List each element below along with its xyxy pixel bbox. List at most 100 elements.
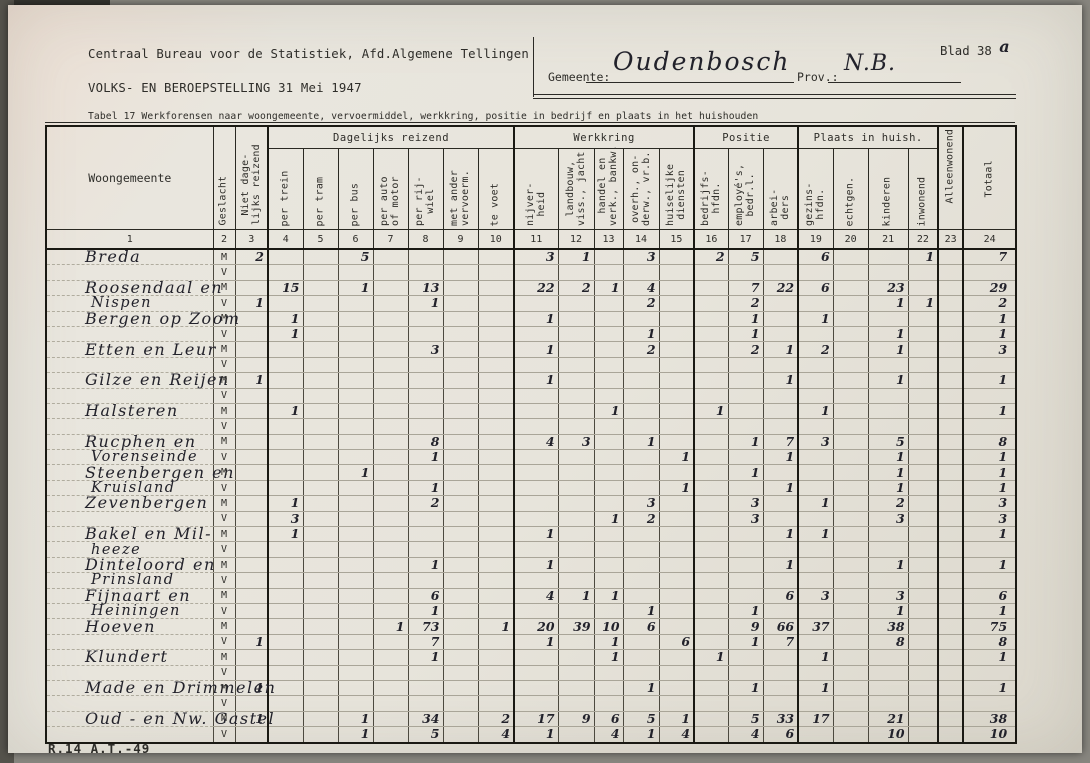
value-cell <box>234 541 268 558</box>
value-cell <box>797 511 834 528</box>
value-cell <box>622 449 660 466</box>
value-cell <box>477 588 515 604</box>
value-cell: 3 <box>513 249 559 266</box>
value-cell <box>513 264 559 281</box>
value-cell <box>267 449 303 466</box>
value-cell: 13 <box>407 280 443 297</box>
col-header-13: handel en verk., bankw. <box>593 145 624 230</box>
value-cell <box>937 726 964 743</box>
municipality-cell: Heiningen <box>46 603 213 620</box>
value-cell: 3 <box>622 495 660 512</box>
value-cell: 1 <box>693 403 729 420</box>
value-cell: 1 <box>622 726 660 743</box>
col-header-totaal: Totaal <box>962 125 1017 230</box>
value-cell: 5 <box>727 711 764 728</box>
value-cell <box>658 649 695 666</box>
value-cell <box>867 526 909 543</box>
value-cell: 1 <box>513 311 559 327</box>
value-cell: 1 <box>407 449 443 466</box>
value-cell <box>477 418 515 435</box>
value-cell: 37 <box>797 618 834 635</box>
value-cell <box>234 449 268 466</box>
value-cell: 1 <box>593 634 624 651</box>
value-cell <box>658 695 695 712</box>
municipality-cell <box>46 695 213 712</box>
value-cell: 8 <box>867 634 909 651</box>
value-cell <box>907 618 939 635</box>
municipality-cell: Zevenbergen <box>46 495 213 512</box>
value-cell <box>867 695 909 712</box>
value-cell <box>693 572 729 589</box>
value-cell <box>797 326 834 343</box>
value-cell <box>658 434 695 451</box>
value-cell <box>477 634 515 651</box>
value-cell: 1 <box>622 326 660 343</box>
table-row: Vorenseinde V 1 1 1 1 1 <box>46 449 1017 466</box>
value-cell <box>477 388 515 404</box>
value-cell <box>234 434 268 451</box>
value-cell: 1 <box>513 557 559 574</box>
value-cell <box>693 526 729 543</box>
value-cell <box>937 649 964 666</box>
sex-cell: V <box>212 572 235 589</box>
value-cell: 1 <box>962 449 1017 466</box>
value-cell <box>832 311 869 327</box>
value-cell <box>234 418 268 435</box>
value-cell: 1 <box>962 480 1017 497</box>
value-cell <box>727 388 764 404</box>
value-cell <box>937 326 964 343</box>
value-cell <box>693 464 729 481</box>
value-cell: 6 <box>762 726 799 743</box>
value-cell: 7 <box>407 634 443 651</box>
value-cell <box>962 665 1017 681</box>
value-cell <box>937 526 964 543</box>
table-row: Halsteren M 1 1 1 1 1 <box>46 402 1017 420</box>
value-cell <box>658 388 695 404</box>
value-cell <box>442 634 478 651</box>
column-label-row: per trein per tram per bus per auto of moto… <box>46 145 1016 230</box>
value-cell <box>907 357 939 374</box>
value-cell <box>622 572 660 589</box>
value-cell <box>727 541 764 558</box>
municipality-cell: Steenbergen en <box>46 464 233 481</box>
value-cell <box>622 634 660 651</box>
value-cell: 38 <box>867 618 909 635</box>
value-cell <box>337 603 373 620</box>
value-cell <box>797 634 834 651</box>
value-cell: 1 <box>593 280 624 297</box>
vertical-label-text: employé's, bedr.l. <box>734 163 756 226</box>
value-cell <box>442 480 478 497</box>
value-cell: 1 <box>962 649 1017 666</box>
value-cell <box>407 541 443 558</box>
value-cell <box>337 649 373 666</box>
value-cell <box>937 634 964 651</box>
value-cell: 1 <box>907 295 939 312</box>
value-cell <box>727 695 764 712</box>
municipality-cell: Etten en Leur <box>46 341 215 358</box>
value-cell: 1 <box>962 557 1017 574</box>
value-cell <box>907 418 939 435</box>
sex-cell: V <box>212 295 235 312</box>
municipality-cell: Bergen op Zoom <box>46 310 239 327</box>
value-cell <box>962 264 1017 281</box>
value-cell <box>442 603 478 620</box>
value-cell: 1 <box>797 403 834 420</box>
value-cell <box>693 665 729 681</box>
value-cell <box>832 403 869 420</box>
value-cell <box>832 372 869 389</box>
value-cell <box>267 264 303 281</box>
value-cell <box>267 603 303 620</box>
value-cell: 2 <box>622 341 660 358</box>
value-cell <box>832 511 869 528</box>
value-cell <box>693 480 729 497</box>
value-cell <box>907 557 939 574</box>
header-double-rule-bottom <box>533 98 1016 99</box>
table-row: Breda M 2 5 3 1 3 2 5 6 1 7 <box>46 249 1017 266</box>
sex-cell: M <box>212 618 235 635</box>
value-cell <box>907 403 939 420</box>
value-cell <box>658 526 695 543</box>
value-cell <box>442 280 478 297</box>
value-cell <box>832 434 869 451</box>
value-cell: 1 <box>907 249 939 266</box>
value-cell <box>477 372 515 389</box>
